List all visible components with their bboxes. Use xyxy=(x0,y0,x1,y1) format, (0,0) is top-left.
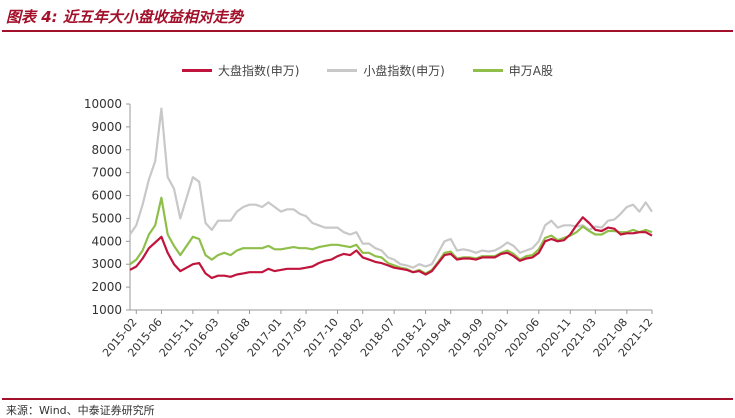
source-note: 来源：Wind、中泰证券研究所 xyxy=(6,404,155,417)
series-line-0 xyxy=(129,216,653,280)
legend-item-small-cap: 小盘指数(申万) xyxy=(327,62,445,79)
series-line-1 xyxy=(129,107,653,269)
legend-swatch-small-cap xyxy=(327,69,358,72)
legend-item-a-share: 申万A股 xyxy=(472,62,553,79)
y-tick-label: 3000 xyxy=(91,257,122,271)
y-tick-label: 4000 xyxy=(91,234,122,248)
y-tick-label: 9000 xyxy=(91,120,122,134)
y-tick-label: 6000 xyxy=(91,189,122,203)
y-tick-label: 2000 xyxy=(91,280,122,294)
legend-label-a-share: 申万A股 xyxy=(508,64,553,78)
chart-legend: 大盘指数(申万) 小盘指数(申万) 申万A股 xyxy=(0,62,735,79)
y-tick-label: 8000 xyxy=(91,143,122,157)
line-chart: 1000 2000 3000 4000 5000 6000 7000 8000 9000 1000… xyxy=(84,97,656,359)
footer-rule xyxy=(2,398,733,400)
legend-swatch-large-cap xyxy=(182,69,213,72)
y-tick-label: 10000 xyxy=(84,97,122,111)
legend-label-small-cap: 小盘指数(申万) xyxy=(363,64,445,78)
y-tick-label: 7000 xyxy=(91,166,122,180)
legend-swatch-a-share xyxy=(472,69,503,72)
legend-label-large-cap: 大盘指数(申万) xyxy=(218,64,300,78)
y-tick-label: 1000 xyxy=(91,303,122,317)
title-rule xyxy=(2,30,733,32)
y-tick-label: 5000 xyxy=(91,211,122,225)
legend-item-large-cap: 大盘指数(申万) xyxy=(182,62,299,79)
series-line-2 xyxy=(129,196,653,275)
figure-title: 图表 4: 近五年大小盘收益相对走势 xyxy=(6,8,243,26)
